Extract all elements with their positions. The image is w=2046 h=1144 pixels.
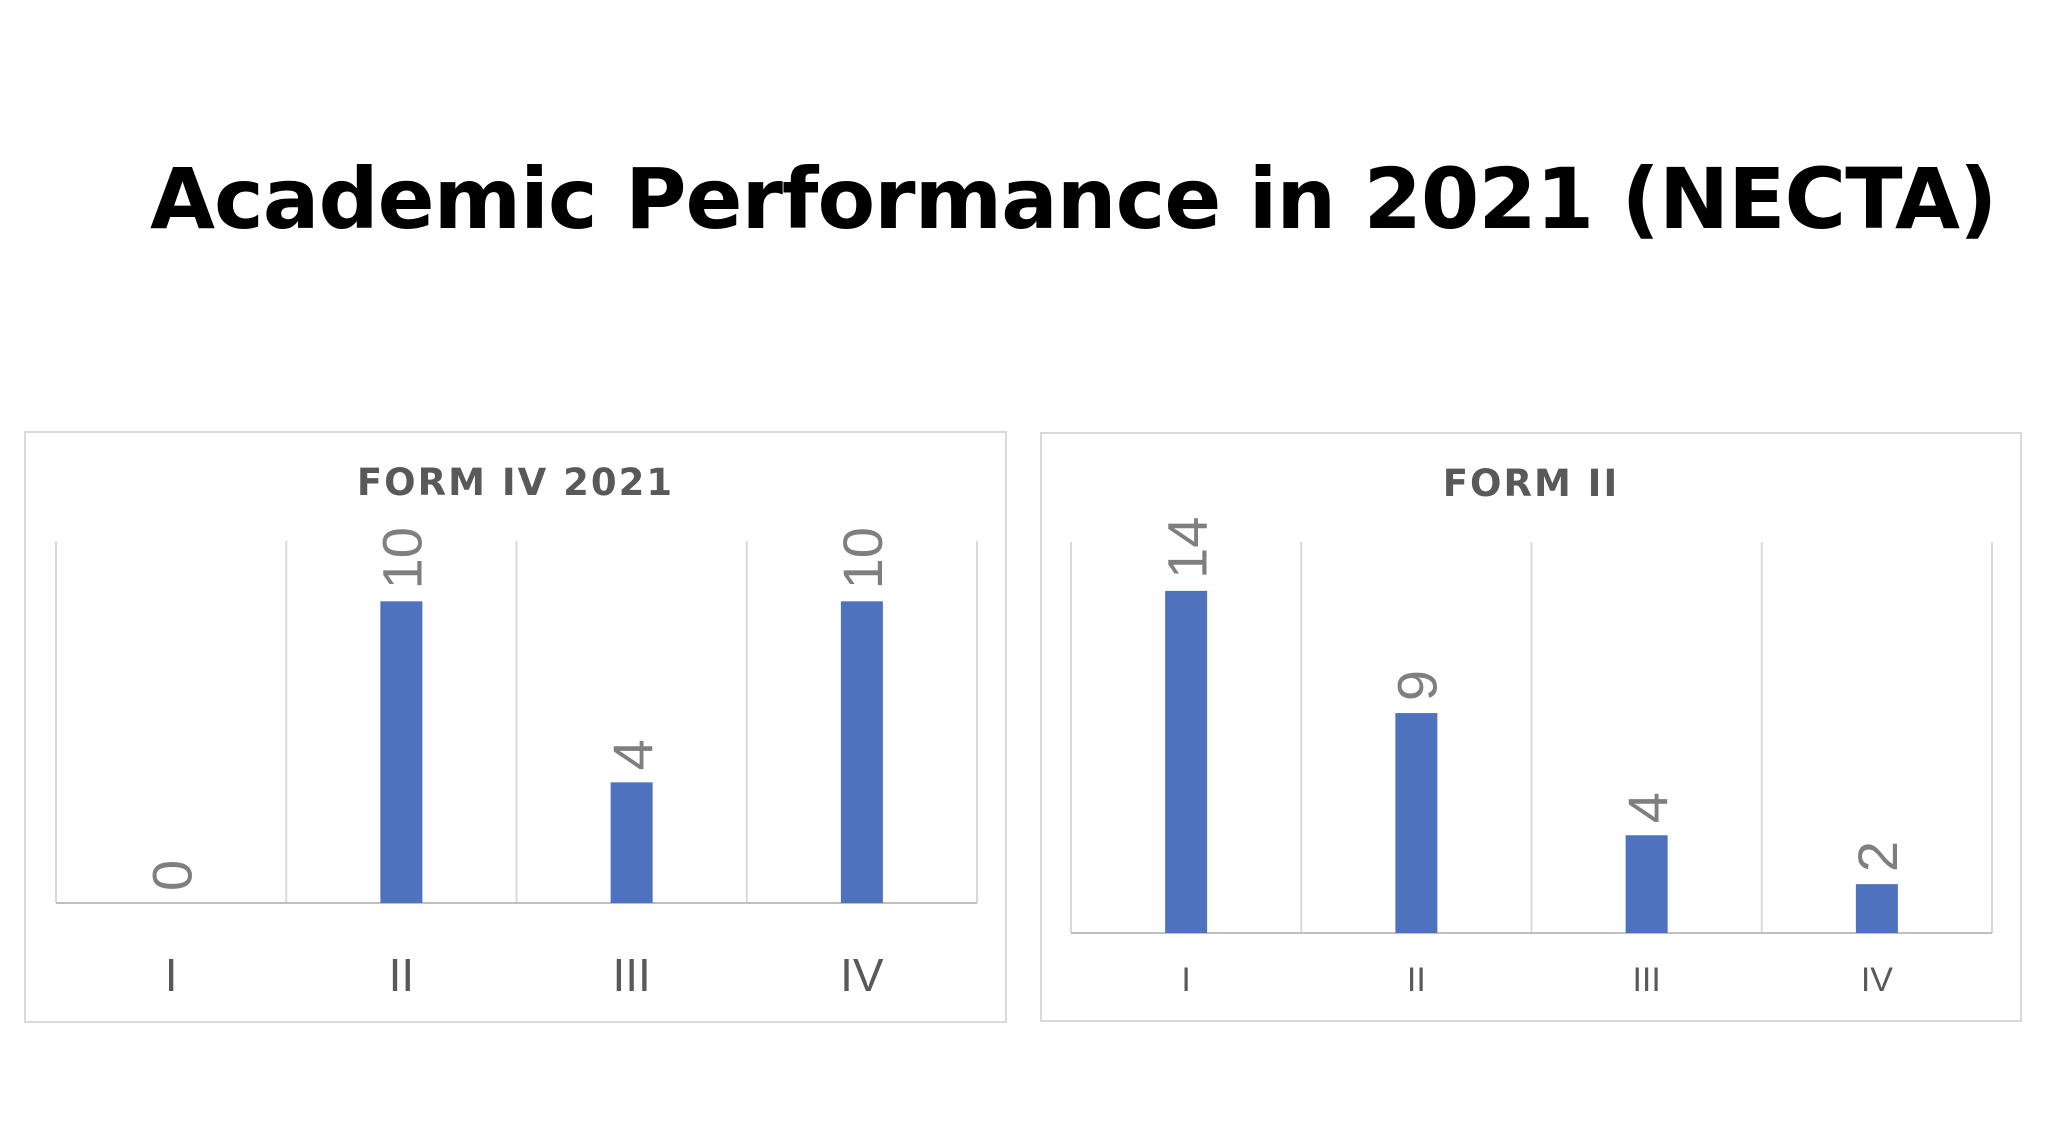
category-label: III [1632,961,1660,999]
category-label: IV [1861,961,1893,999]
bar [1625,835,1668,933]
data-label: 4 [1616,792,1679,823]
category-label: II [389,949,415,1001]
chart-title: FORM II [1442,462,1620,505]
data-label: 10 [831,527,894,589]
category-label: IV [840,949,884,1001]
bar [1165,590,1208,933]
form-iv-chart-plot: 0 I 10 II 4 III 10 IV [55,527,978,1001]
bar [1855,884,1898,933]
bar [610,782,653,903]
data-label: 0 [140,860,203,891]
bar [380,601,423,903]
data-label: 4 [601,739,664,770]
data-label: 9 [1386,670,1449,701]
category-label: III [612,949,650,1001]
slide-title: Academic Performance in 2021 (NECTA) [150,150,1997,248]
data-label: 14 [1155,517,1218,579]
data-label: 10 [371,527,434,589]
category-label: II [1407,961,1426,999]
chart-title: FORM IV 2021 [356,461,675,504]
category-label: I [1181,961,1190,999]
form-iv-chart: FORM IV 2021 0 I 10 II 4 III 10 IV [24,431,1007,1023]
bar [1395,713,1438,933]
data-label: 2 [1846,841,1909,872]
form-ii-chart-plot: 14 I 9 II 4 III 2 IV [1070,517,1993,999]
form-ii-chart: FORM II 14 I 9 II 4 III 2 IV [1040,432,2022,1022]
category-label: I [165,949,178,1001]
bar [840,601,883,903]
